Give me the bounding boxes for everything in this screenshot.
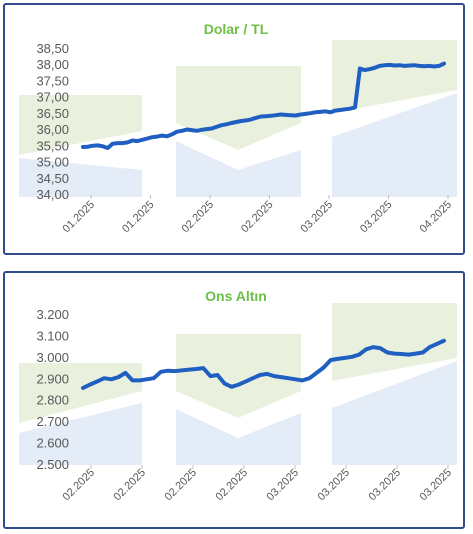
series-line	[81, 61, 446, 150]
y-tick-label: 36,50	[36, 106, 69, 121]
x-tick-label: 02.2025	[214, 467, 251, 504]
x-tick-label: 02.2025	[239, 199, 276, 236]
x-axis-ticks: 01.2025 01.2025 02.2025 02.2025 03.2025 03.20…	[61, 195, 455, 236]
y-tick-label: 34,50	[36, 171, 69, 186]
x-tick-label: 02.2025	[112, 467, 149, 504]
chart-panel-ons-altin: Ons Altın 2.500 2.600 2.700 2.800 2.900 3.000…	[3, 271, 465, 529]
chart-panel-dolar-tl: Dolar / TL 34,00 34,50 35,00 35,50 36,00 36,5…	[3, 3, 465, 255]
y-tick-label: 37,50	[36, 73, 69, 88]
y-tick-label: 36,00	[36, 122, 69, 137]
y-tick-label: 38,00	[36, 57, 69, 72]
x-tick-label: 01.2025	[61, 199, 98, 236]
y-tick-label: 37,00	[36, 90, 69, 105]
series-line	[81, 338, 446, 390]
y-tick-label: 3.100	[36, 328, 69, 343]
y-tick-label: 2.900	[36, 371, 69, 386]
y-tick-label: 35,50	[36, 138, 69, 153]
x-tick-label: 02.2025	[163, 467, 200, 504]
y-tick-label: 35,00	[36, 155, 69, 170]
y-tick-label: 2.800	[36, 393, 69, 408]
decor-background	[19, 303, 457, 465]
x-tick-label: 01.2025	[120, 199, 157, 236]
chart-title: Dolar / TL	[204, 21, 269, 37]
x-tick-label: 03.2025	[265, 467, 302, 504]
x-tick-label: 03.2025	[367, 467, 404, 504]
x-tick-label: 04.2025	[418, 199, 455, 236]
y-tick-label: 3.000	[36, 350, 69, 365]
y-tick-label: 38,50	[36, 41, 69, 56]
x-tick-label: 02.2025	[180, 199, 217, 236]
x-tick-label: 03.2025	[358, 199, 395, 236]
x-tick-label: 03.2025	[299, 199, 336, 236]
y-tick-label: 2.500	[36, 457, 69, 472]
x-axis-ticks: 02.2025 02.2025 02.2025 02.2025 03.2025 03.20…	[61, 465, 455, 504]
x-tick-label: 03.2025	[316, 467, 353, 504]
y-axis-ticks: 2.500 2.600 2.700 2.800 2.900 3.000 3.100 3.200	[36, 307, 69, 472]
y-tick-label: 3.200	[36, 307, 69, 322]
chart-svg-ons-altin: Ons Altın 2.500 2.600 2.700 2.800 2.900 3.000…	[19, 288, 457, 504]
y-tick-label: 2.600	[36, 436, 69, 451]
y-tick-label: 34,00	[36, 187, 69, 202]
x-tick-label: 02.2025	[61, 467, 98, 504]
y-tick-label: 2.700	[36, 414, 69, 429]
x-tick-label: 03.2025	[418, 467, 455, 504]
chart-title: Ons Altın	[205, 288, 267, 304]
